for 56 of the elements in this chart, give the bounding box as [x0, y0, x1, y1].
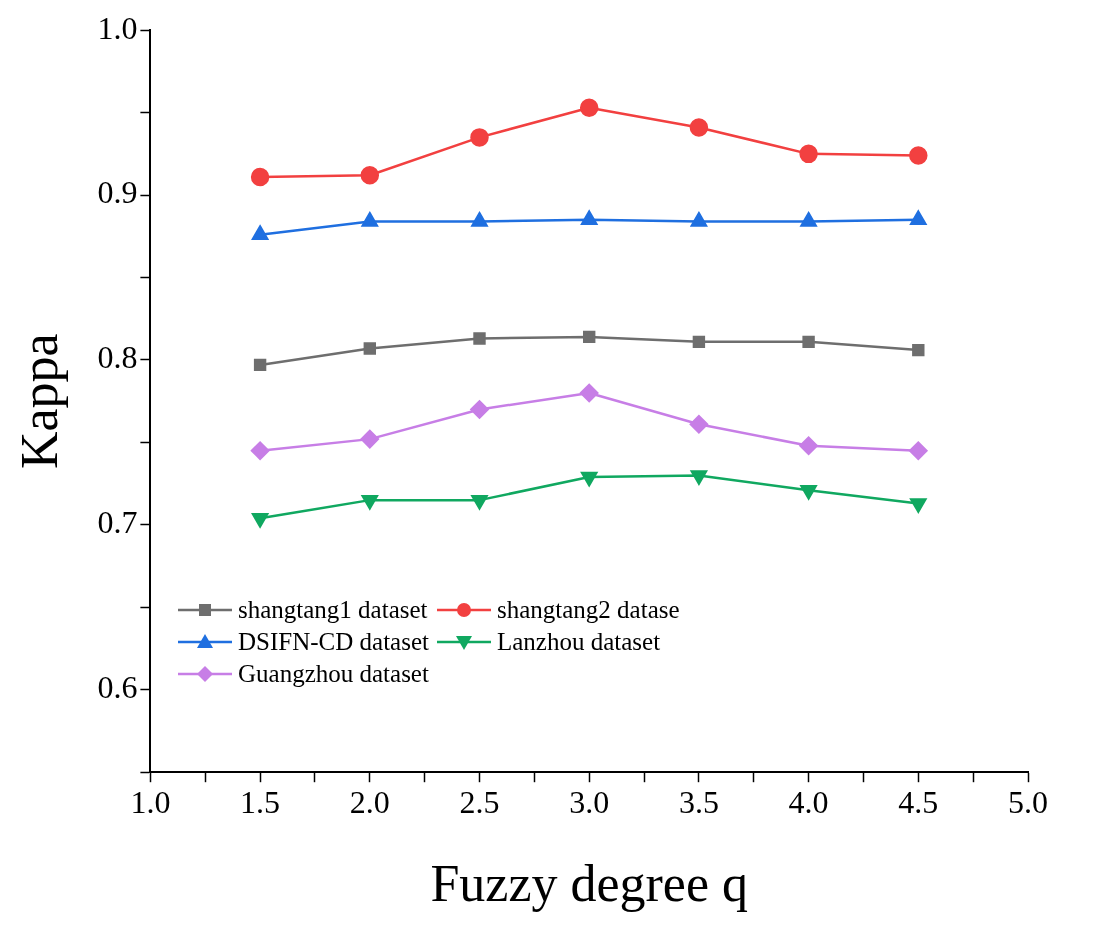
x-axis-title: Fuzzy degree q — [430, 855, 749, 913]
point — [250, 167, 270, 187]
point — [360, 429, 380, 449]
point — [470, 128, 489, 147]
point — [251, 225, 269, 240]
point — [253, 358, 267, 372]
point — [471, 494, 488, 510]
point — [912, 343, 925, 357]
x-tick-label: 4.5 — [898, 783, 939, 820]
point — [579, 98, 599, 117]
point — [690, 212, 708, 227]
point — [692, 335, 706, 349]
x-tick-label: 3.5 — [678, 783, 719, 820]
point — [909, 441, 928, 460]
point — [361, 494, 378, 510]
x-tick-label: 3.0 — [569, 783, 610, 820]
x-tick-label: 2.0 — [349, 783, 390, 820]
point — [363, 342, 376, 355]
y-tick-label: 0.8 — [97, 339, 138, 376]
y-tick-label: 0.6 — [97, 669, 138, 706]
point — [800, 484, 817, 500]
point — [579, 383, 599, 403]
x-tick-label: 5.0 — [1008, 783, 1048, 820]
point — [361, 212, 378, 227]
point — [581, 210, 598, 226]
y-tick-label: 0.7 — [97, 504, 138, 541]
point — [360, 166, 380, 185]
y-axis-title: Kappa — [10, 333, 68, 470]
point — [909, 146, 928, 165]
point — [581, 471, 598, 487]
point — [800, 212, 817, 227]
x-tick-label: 4.0 — [788, 783, 829, 820]
point — [473, 332, 486, 345]
point — [910, 210, 927, 226]
point — [690, 470, 708, 485]
legend-label: Lanzhou dataset — [496, 628, 661, 656]
point — [802, 335, 815, 349]
legend-label: shangtang2 datase — [496, 596, 680, 624]
x-tick-label: 2.5 — [459, 783, 500, 820]
point — [471, 212, 488, 227]
point — [583, 330, 596, 344]
point — [470, 400, 489, 419]
point — [251, 513, 269, 528]
point — [799, 144, 818, 164]
x-tick-label: 1.5 — [240, 783, 281, 820]
point — [689, 118, 709, 137]
x-tick-label: 1.0 — [130, 783, 171, 820]
point — [910, 498, 927, 513]
legend-label: shangtang1 dataset — [238, 596, 428, 624]
y-tick-label: 1.0 — [97, 9, 138, 46]
point — [799, 436, 818, 455]
point — [250, 441, 270, 460]
legend-label: Guangzhou dataset — [238, 660, 429, 688]
y-tick-label: 0.9 — [97, 174, 138, 211]
legend-label: DSIFN-CD dataset — [238, 628, 429, 656]
point — [689, 415, 709, 434]
